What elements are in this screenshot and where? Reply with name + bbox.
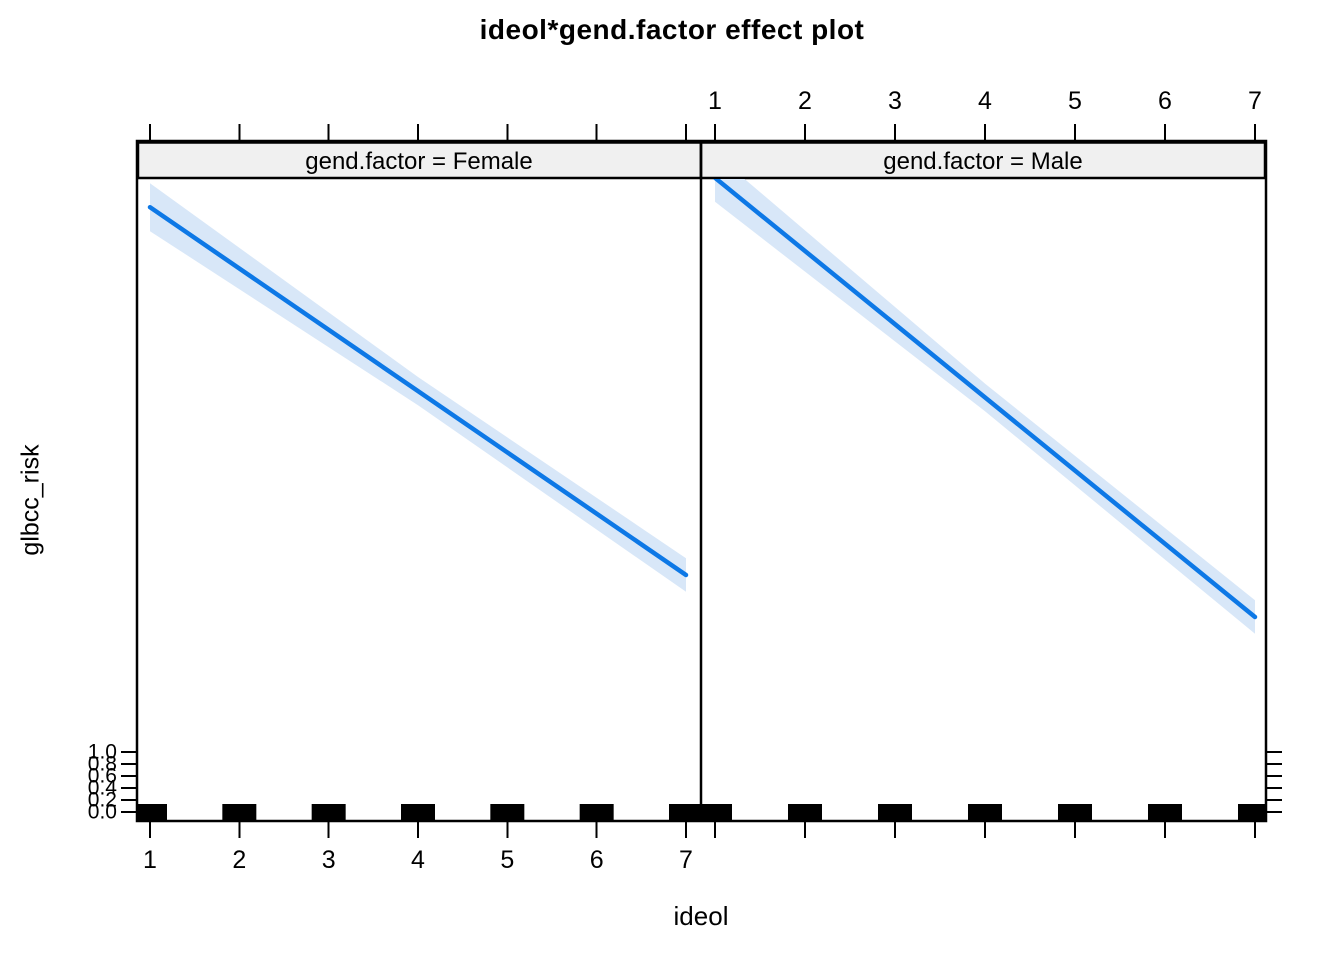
bottom-axis-tick-label: 6 [590,846,604,874]
bottom-axis-tick-label: 4 [411,846,425,874]
top-axis-tick-label: 6 [1158,87,1172,115]
rug-mark [311,804,346,821]
y-axis-tick-label: 0.8 [88,753,117,776]
top-axis-tick-label: 3 [888,87,902,115]
rug-mark [788,804,822,821]
rug-mark [1148,804,1182,821]
bottom-axis-tick-label: 2 [232,846,246,874]
confidence-band-male [715,178,1255,634]
plot-outer-border [135,139,1268,823]
facet-strip-label-female: gend.factor = Female [305,148,532,175]
rug-mark [1058,804,1092,821]
top-axis-tick-label: 7 [1248,87,1262,115]
rug-mark [878,804,912,821]
bottom-axis-tick-label: 7 [679,846,693,874]
rug-mark [968,804,1002,821]
rug-mark [701,804,732,821]
top-axis-tick-label: 4 [978,87,992,115]
bottom-axis-tick-label: 3 [322,846,336,874]
plot-title: ideol*gend.factor effect plot [479,14,865,45]
rug-mark [401,804,435,821]
chart-generated-content: 1 2 3 4 5 6 7 1 2 3 4 5 6 7 1.00.80.60.40.20.0 [88,87,1282,874]
top-axis-tick-label: 2 [798,87,812,115]
top-axis-tick-label: 1 [708,87,722,115]
x-axis-label: ideol [673,901,729,931]
rug-mark [222,804,257,821]
rug-mark [137,804,167,821]
fitted-line-female [147,204,689,578]
top-axis-tick-label: 5 [1068,87,1082,115]
bottom-axis-tick-label: 5 [500,846,514,874]
bottom-axis-tick-label: 1 [143,846,157,874]
facet-strip-label-male: gend.factor = Male [883,148,1082,175]
rug-mark [579,804,614,821]
y-axis-tick-label: 0.0 [88,801,117,824]
rug-mark [669,804,701,821]
y-axis-tick-label: 1.0 [88,741,117,764]
rug-mark [490,804,525,821]
y-axis-tick-label: 0.4 [88,777,118,800]
rug-mark [1238,804,1266,821]
confidence-band-female [150,183,686,592]
y-axis-tick-label: 0.6 [88,765,117,788]
fitted-line-male [712,178,1258,620]
y-axis-tick-label: 0.2 [88,789,117,812]
